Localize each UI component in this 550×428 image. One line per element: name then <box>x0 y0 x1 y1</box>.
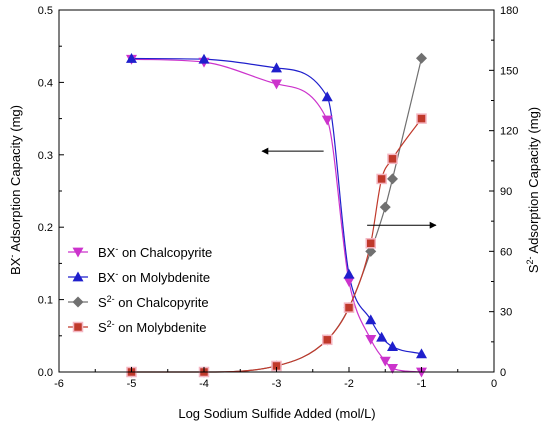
x-tick-label: 0 <box>491 378 497 390</box>
legend-label-suffix: on Molybdenite <box>115 320 207 335</box>
data-point-series-3 <box>387 173 398 185</box>
legend-marker-series-1 <box>72 247 84 258</box>
legend-label-series-4: S2- on Molybdenite <box>98 319 206 335</box>
y-left-label-suffix: Adsorption Capacity (mg) <box>8 105 23 255</box>
annotations <box>261 147 437 229</box>
data-point-series-2 <box>126 53 137 63</box>
data-point-series-4 <box>416 113 427 124</box>
y-right-tick-label: 0 <box>500 367 506 379</box>
y-left-tick-label: 0.2 <box>38 222 53 234</box>
axes: -6 -5 -4 -3 -2 -1 0 0.0 0.1 0.2 0.3 0.4 0.5 0 30 60 90 12… <box>38 5 519 390</box>
legend-marker-series-3 <box>72 296 84 308</box>
data-point-series-3 <box>365 245 377 257</box>
data-point-series-4 <box>387 153 398 165</box>
legend-label-suffix: on Chalcopyrite <box>115 295 209 310</box>
x-tick-label: -1 <box>417 378 427 390</box>
legend-label-suffix: on Chalcopyrite <box>118 245 212 260</box>
data-point-series-1 <box>387 363 398 374</box>
data-point-series-1 <box>343 277 355 287</box>
fit-curve-series-2 <box>131 57 422 355</box>
x-tick-label: -4 <box>199 378 209 390</box>
x-tick-label: -2 <box>344 378 354 390</box>
legend-label-prefix: BX <box>98 245 116 260</box>
data-point-series-2 <box>416 348 427 359</box>
data-point-series-1 <box>365 335 377 345</box>
data-point-series-2 <box>376 331 388 342</box>
y-left-tick-label: 0.3 <box>38 150 53 162</box>
y-left-tick-label: 0.5 <box>38 5 53 17</box>
y-right-tick-label: 90 <box>500 186 512 198</box>
x-tick-label: -5 <box>127 378 137 390</box>
legend-marker-series-4 <box>72 321 84 333</box>
data-point-series-2 <box>271 62 282 73</box>
y-right-tick-label: 150 <box>500 65 518 77</box>
data-point-series-2 <box>198 53 210 64</box>
x-axis-label: Log Sodium Sulfide Added (mol/L) <box>178 406 375 421</box>
y-left-label-prefix: BX <box>8 257 23 275</box>
x-tick-label: -6 <box>54 378 64 390</box>
y-right-tick-label: 30 <box>500 307 512 319</box>
data-point-series-3 <box>416 52 427 64</box>
legend-label-prefix: BX <box>98 270 116 285</box>
y-right-label-sup: 2- <box>525 256 535 264</box>
y-right-label-suffix: Adsorption Capacity (mg) <box>526 107 541 257</box>
y-right-tick-label: 120 <box>500 126 518 138</box>
data-point-series-4 <box>376 173 387 185</box>
data-point-series-2 <box>365 314 377 325</box>
data-point-series-2 <box>321 91 333 102</box>
data-point-series-1 <box>416 367 427 378</box>
y-right-tick-label: 60 <box>500 246 512 258</box>
legend-label-sup: - <box>115 269 118 279</box>
legend-marker-series-2 <box>72 271 84 282</box>
data-point-series-4 <box>343 302 355 313</box>
legend-label-sup: 2- <box>107 319 115 329</box>
legend-label-series-3: S2- on Chalcopyrite <box>98 294 209 310</box>
x-tick-label: -3 <box>272 378 282 390</box>
y-right-tick-label: 180 <box>500 5 518 17</box>
y-left-label-sup: - <box>7 255 17 258</box>
data-point-series-4 <box>322 334 333 346</box>
data-point-series-1 <box>379 356 391 367</box>
data-point-series-1 <box>271 79 282 90</box>
legend-label-sup: - <box>115 244 118 254</box>
data-point-series-4 <box>365 238 376 249</box>
y-left-tick-label: 0.4 <box>38 77 53 89</box>
legend-label-suffix: on Molybdenite <box>118 270 210 285</box>
legend-label-prefix: S <box>98 295 107 310</box>
legend-label-prefix: S <box>98 320 107 335</box>
data-point-series-2 <box>387 341 398 352</box>
legend-label-series-2: BX- on Molybdenite <box>98 269 210 285</box>
y-right-axis-label: S2- Adsorption Capacity (mg) <box>525 107 541 273</box>
legend-label-series-1: BX- on Chalcopyrite <box>98 244 212 260</box>
data-point-series-1 <box>321 115 333 126</box>
y-left-tick-label: 0.0 <box>38 367 53 379</box>
legend-label-sup: 2- <box>107 294 115 304</box>
y-left-tick-label: 0.1 <box>38 295 53 307</box>
y-right-label-prefix: S <box>526 264 541 273</box>
data-point-series-3 <box>379 201 391 213</box>
data-point-series-2 <box>343 268 355 279</box>
y-left-axis-label: BX- Adsorption Capacity (mg) <box>7 105 23 275</box>
